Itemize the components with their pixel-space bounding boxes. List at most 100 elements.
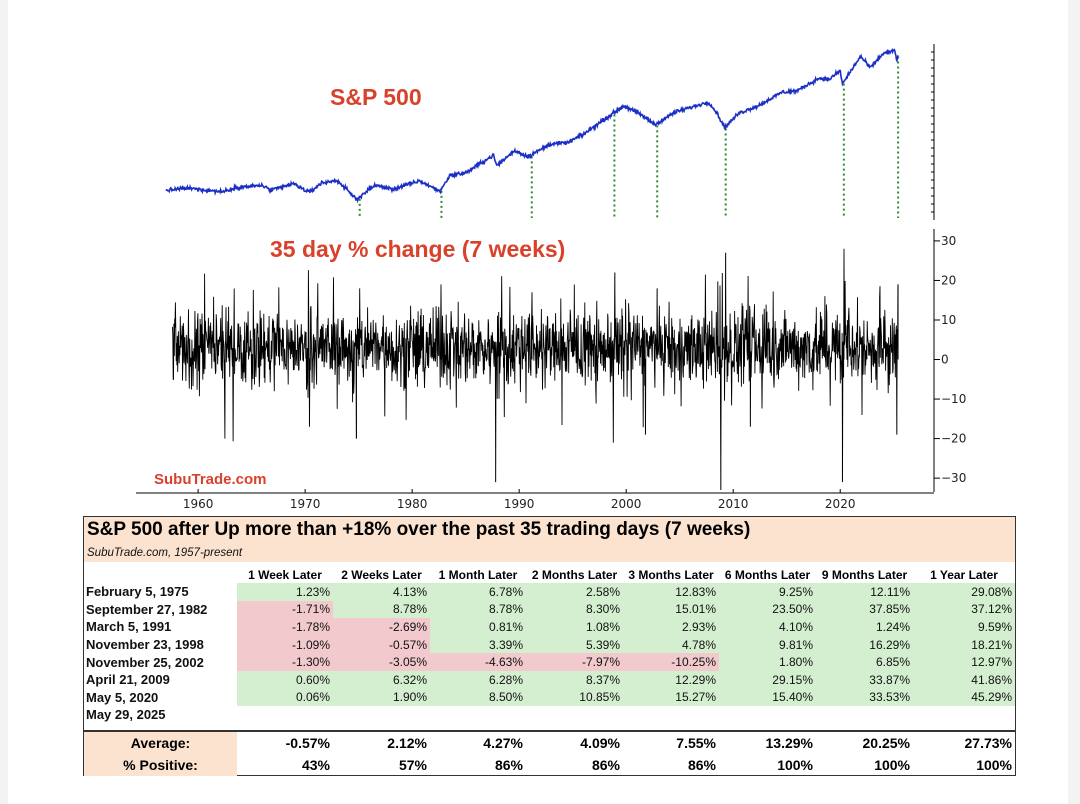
table-cell: 1.80% — [719, 653, 816, 671]
x-tick-label: 2000 — [611, 497, 642, 511]
column-header-3: 2 Months Later — [531, 567, 618, 582]
table-cell: 1.24% — [816, 618, 913, 636]
table-row: November 25, 2002 -1.30% -3.05% -4.63% -7.97… — [84, 653, 1015, 671]
table-cell — [526, 706, 623, 724]
column-header-2: 1 Month Later — [438, 567, 518, 582]
table-cell: 12.29% — [623, 670, 719, 689]
table-cell: 33.53% — [816, 688, 913, 707]
table-cell: 15.01% — [623, 600, 719, 619]
table-cell — [913, 706, 1015, 724]
y-tick-label: 0 — [941, 353, 949, 367]
date-column-header — [84, 566, 237, 583]
table-cell: 2.58% — [526, 583, 623, 601]
positive-row-cell: 57% — [398, 757, 427, 773]
table-cell: -1.71% — [237, 600, 333, 619]
table-header-band: S&P 500 after Up more than +18% over the… — [84, 517, 1015, 562]
column-header-0: 1 Week Later — [248, 567, 322, 582]
table-cell: -0.57% — [333, 635, 430, 654]
pct-change-line — [171, 248, 899, 491]
table-cell: 12.97% — [913, 653, 1015, 671]
y-tick-label: 20 — [941, 273, 956, 287]
column-header-1: 2 Weeks Later — [341, 567, 422, 582]
table-cell: 3.39% — [430, 635, 526, 654]
positive-row-cell: 86% — [494, 757, 523, 773]
column-header-6: 9 Months Later — [821, 567, 908, 582]
column-header-4: 3 Months Later — [628, 567, 714, 582]
table-cell: 2.93% — [623, 618, 719, 636]
table-cell: 12.11% — [816, 583, 913, 601]
table-cell — [719, 706, 816, 724]
sp500-price-line — [165, 48, 899, 204]
table-cell: -1.78% — [237, 618, 333, 636]
row-date: May 5, 2020 — [86, 689, 159, 705]
x-tick-label: 1970 — [290, 497, 321, 511]
table-cell: 6.78% — [430, 583, 526, 601]
table-title: S&P 500 after Up more than +18% over the… — [87, 519, 751, 540]
positive-row-cell: 100% — [777, 757, 813, 773]
chart-card: 30 20 10 0 −10 −20 −30 1960 1970 1980 1990 2000 2010… — [8, 0, 1068, 804]
table-cell: 8.37% — [526, 670, 623, 689]
average-row-cell: 2.12% — [387, 735, 427, 751]
y-tick-label: −10 — [941, 392, 966, 406]
results-grid: 1 Week Later 2 Weeks Later 1 Month Later 2 … — [84, 566, 1015, 724]
table-cell: 29.08% — [913, 583, 1015, 601]
table-cell: 0.81% — [430, 618, 526, 636]
positive-row-cell: 86% — [687, 757, 716, 773]
summary-rows: Average: -0.57% 2.12% 4.27% 4.09% 7.55% 13.29%… — [84, 730, 1015, 776]
positive-row-cell: 43% — [301, 757, 330, 773]
positive-row-cell: 100% — [976, 757, 1012, 773]
row-date: May 29, 2025 — [86, 707, 166, 723]
table-cell — [333, 706, 430, 724]
y-tick-label: 30 — [941, 234, 956, 248]
table-cell: 10.85% — [526, 688, 623, 707]
table-cell: 8.78% — [430, 600, 526, 619]
average-row-cell: -0.57% — [285, 735, 330, 751]
table-cell: -10.25% — [623, 653, 719, 671]
average-row-cell: 20.25% — [862, 735, 910, 751]
average-row-cell: 27.73% — [964, 735, 1012, 751]
positive-row-cell: 100% — [874, 757, 910, 773]
average-row-cell: 13.29% — [765, 735, 813, 751]
positive-row-label: % Positive: — [84, 754, 237, 776]
table-cell: 1.08% — [526, 618, 623, 636]
table-row: March 5, 1991 -1.78% -2.69% 0.81% 1.08% 2.93%… — [84, 618, 1015, 636]
column-header-7: 1 Year Later — [930, 567, 998, 582]
event-markers — [358, 56, 900, 218]
table-cell: 8.30% — [526, 600, 623, 619]
table-cell: 4.10% — [719, 618, 816, 636]
table-cell — [816, 706, 913, 724]
table-cell — [430, 706, 526, 724]
y-tick-label: −30 — [941, 471, 966, 485]
table-cell: -1.30% — [237, 653, 333, 671]
table-cell: 9.81% — [719, 635, 816, 654]
table-cell: 6.32% — [333, 670, 430, 689]
x-tick-label: 1980 — [397, 497, 428, 511]
row-date: March 5, 1991 — [86, 619, 172, 635]
table-cell: 8.78% — [333, 600, 430, 619]
watermark-text: SubuTrade.com — [154, 471, 267, 488]
table-cell: 1.90% — [333, 688, 430, 707]
table-cell: 23.50% — [719, 600, 816, 619]
table-cell: 16.29% — [816, 635, 913, 654]
table-row: September 27, 1982 -1.71% 8.78% 8.78% 8.30% 1… — [84, 600, 1015, 619]
table-cell: 1.23% — [237, 583, 333, 601]
table-cell: -7.97% — [526, 653, 623, 671]
average-row: Average: -0.57% 2.12% 4.27% 4.09% 7.55% 13.29%… — [84, 731, 1015, 754]
table-cell: 6.28% — [430, 670, 526, 689]
column-header-row: 1 Week Later 2 Weeks Later 1 Month Later 2 … — [84, 566, 1015, 583]
average-row-cell: 4.09% — [580, 735, 620, 751]
table-cell: 45.29% — [913, 688, 1015, 707]
column-header-5: 6 Months Later — [724, 567, 811, 582]
table-cell: 0.60% — [237, 670, 333, 689]
pct-change-title: 35 day % change (7 weeks) — [270, 236, 565, 262]
y-tick-label: −20 — [941, 432, 966, 446]
table-row: November 23, 1998 -1.09% -0.57% 3.39% 5.39% 4… — [84, 635, 1015, 654]
table-cell: 29.15% — [719, 670, 816, 689]
table-cell — [623, 706, 719, 724]
results-table: S&P 500 after Up more than +18% over the… — [83, 516, 1016, 776]
positive-row-cell: 86% — [591, 757, 620, 773]
x-tick-label: 2020 — [825, 497, 856, 511]
table-row: May 29, 2025 — [84, 706, 1015, 724]
row-date: February 5, 1975 — [86, 584, 189, 600]
